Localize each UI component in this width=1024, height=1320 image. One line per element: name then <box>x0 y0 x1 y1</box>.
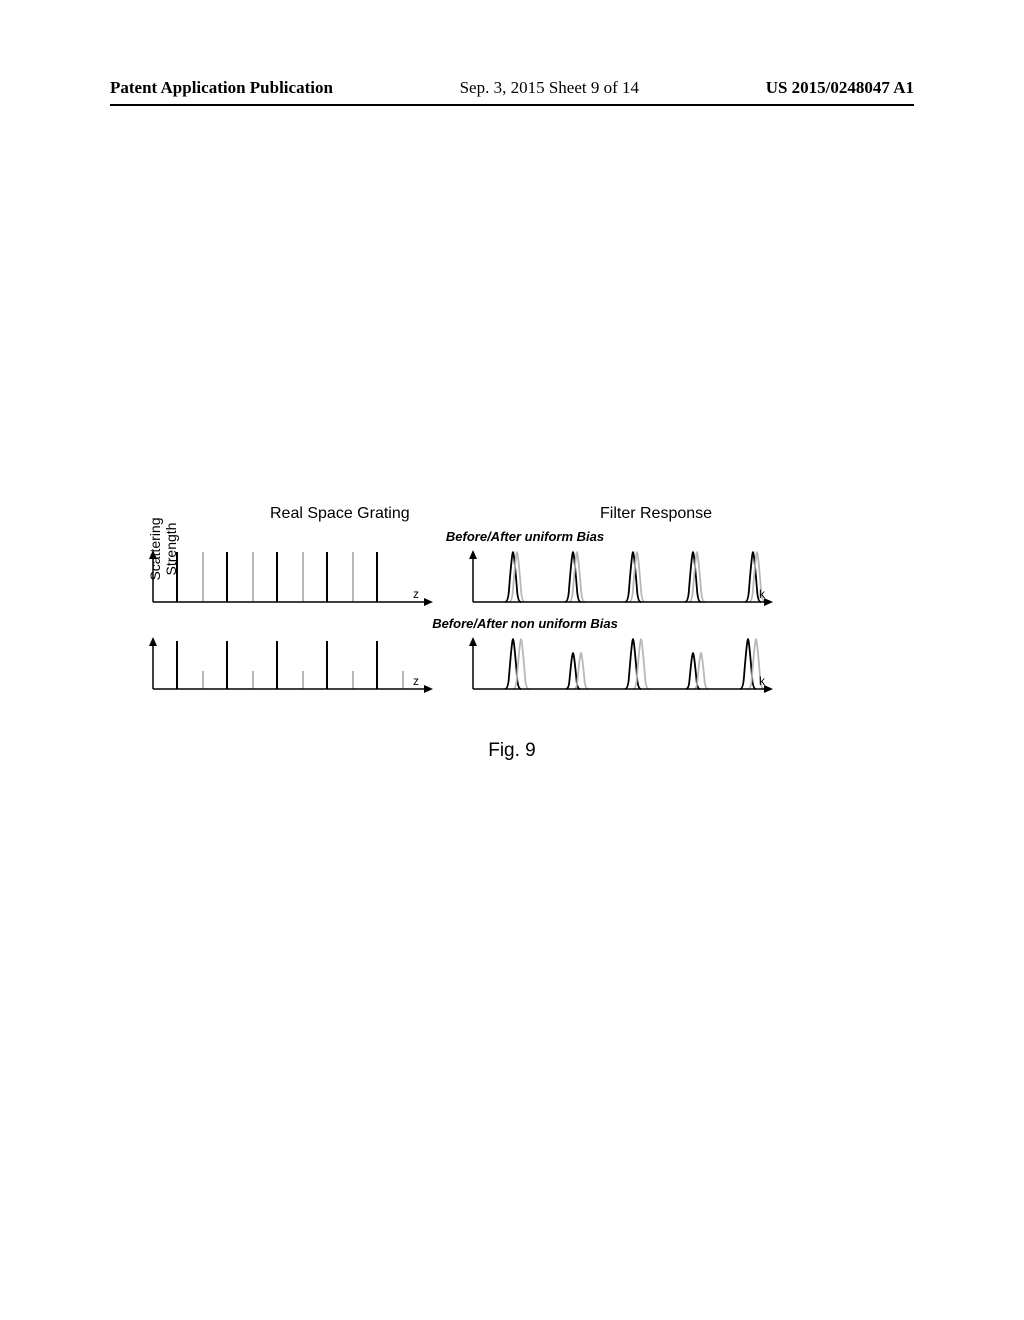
page-header: Patent Application Publication Sep. 3, 2… <box>0 78 1024 98</box>
svg-text:z: z <box>413 587 419 601</box>
y-axis-label: ScatteringStrength <box>147 489 179 609</box>
grating-chart-1: z <box>145 548 435 610</box>
figure-9: Real Space Grating Filter Response Befor… <box>145 505 865 697</box>
chart-title-left: Real Space Grating <box>270 505 410 523</box>
header-left: Patent Application Publication <box>110 78 333 98</box>
figure-caption: Fig. 9 <box>0 740 1024 762</box>
header-right: US 2015/0248047 A1 <box>766 78 914 98</box>
svg-text:k: k <box>759 587 766 601</box>
svg-text:k: k <box>759 674 766 688</box>
svg-text:z: z <box>413 674 419 688</box>
header-center: Sep. 3, 2015 Sheet 9 of 14 <box>460 78 639 98</box>
chart-row-2: z k <box>145 635 865 697</box>
header-rule <box>110 104 914 106</box>
filter-chart-1: k <box>465 548 775 610</box>
chart-title-right: Filter Response <box>600 505 712 523</box>
filter-chart-2: k <box>465 635 775 697</box>
subtitle-nonuniform: Before/After non uniform Bias <box>185 616 865 631</box>
chart-row-1: z k <box>145 548 865 610</box>
subtitle-uniform: Before/After uniform Bias <box>185 529 865 544</box>
grating-chart-2: z <box>145 635 435 697</box>
